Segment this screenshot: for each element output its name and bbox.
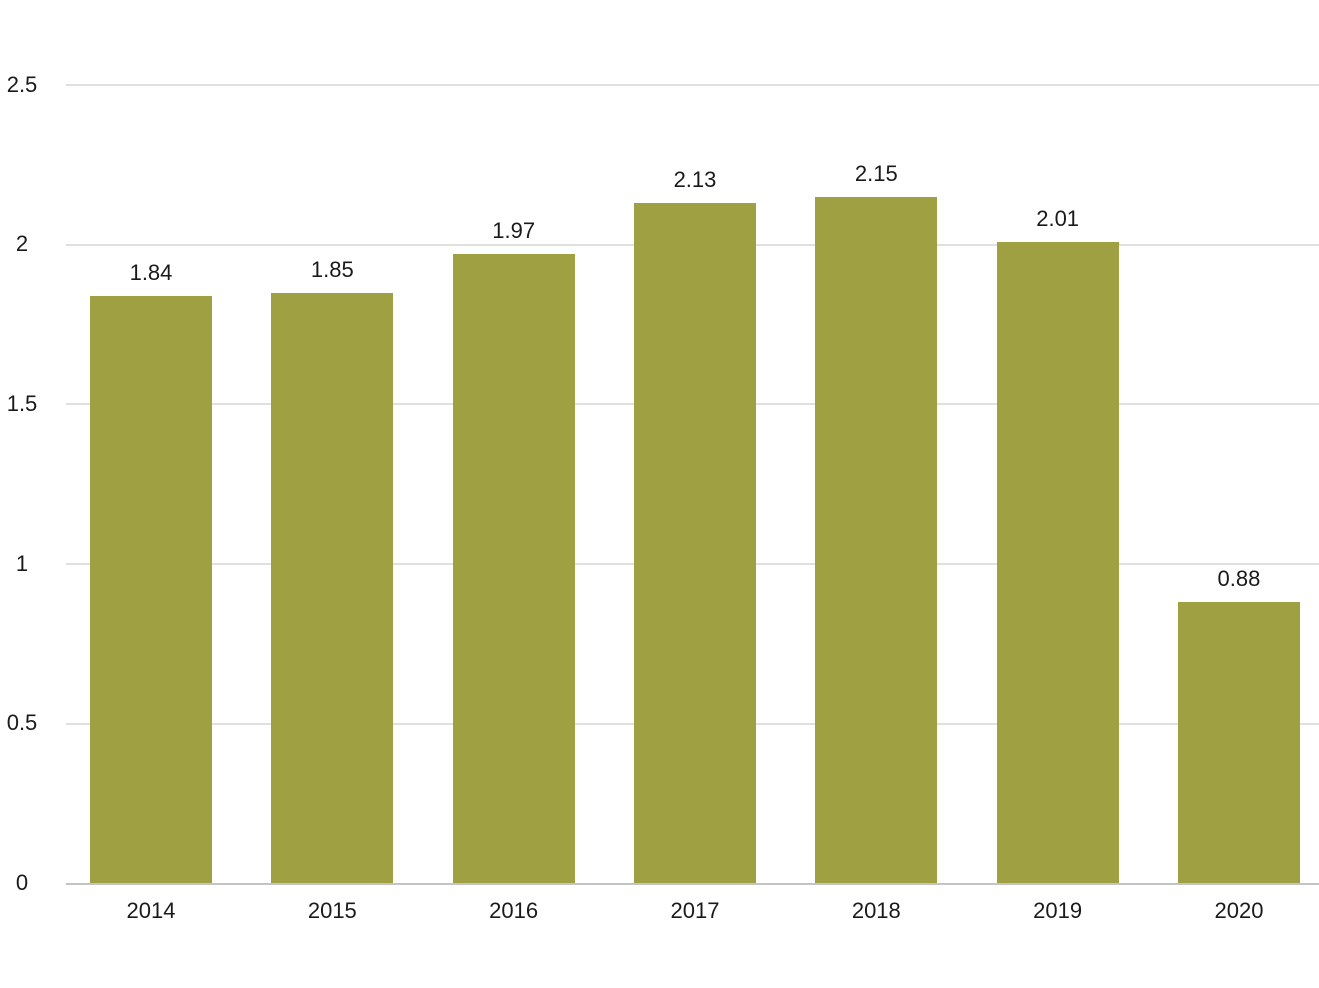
x-tick-label: 2020 bbox=[1214, 898, 1264, 923]
value-label: 1.85 bbox=[310, 256, 354, 282]
y-tick-label: 1.5 bbox=[6, 390, 38, 416]
bar-2018 bbox=[815, 196, 938, 884]
y-tick-label: 2 bbox=[15, 231, 29, 257]
value-label: 0.88 bbox=[1217, 566, 1261, 592]
y-tick-label: 2.5 bbox=[6, 71, 38, 97]
value-label: 1.84 bbox=[129, 259, 173, 285]
value-label: 1.97 bbox=[492, 218, 536, 244]
value-label: 2.01 bbox=[1036, 205, 1080, 231]
bar-2020 bbox=[1177, 602, 1300, 884]
bar-2014 bbox=[90, 295, 212, 884]
x-tick-label: 2016 bbox=[489, 898, 539, 923]
y-tick-label: 1 bbox=[15, 550, 29, 576]
value-label: 2.15 bbox=[854, 160, 898, 186]
bar-2017 bbox=[633, 203, 756, 884]
y-tick-label: 0.5 bbox=[6, 710, 38, 736]
x-axis-baseline bbox=[66, 882, 1319, 885]
x-tick-label: 2014 bbox=[126, 898, 176, 923]
bar-2016 bbox=[452, 254, 575, 884]
x-tick-label: 2018 bbox=[851, 898, 901, 923]
x-tick-label: 2015 bbox=[307, 898, 357, 923]
bar-2015 bbox=[271, 292, 394, 884]
bar-2019 bbox=[996, 241, 1119, 884]
y-tick-label: 0 bbox=[15, 870, 29, 895]
x-tick-label: 2019 bbox=[1033, 898, 1083, 923]
value-label: 2.13 bbox=[673, 167, 717, 193]
gridline bbox=[66, 84, 1319, 86]
x-tick-label: 2017 bbox=[670, 898, 720, 923]
